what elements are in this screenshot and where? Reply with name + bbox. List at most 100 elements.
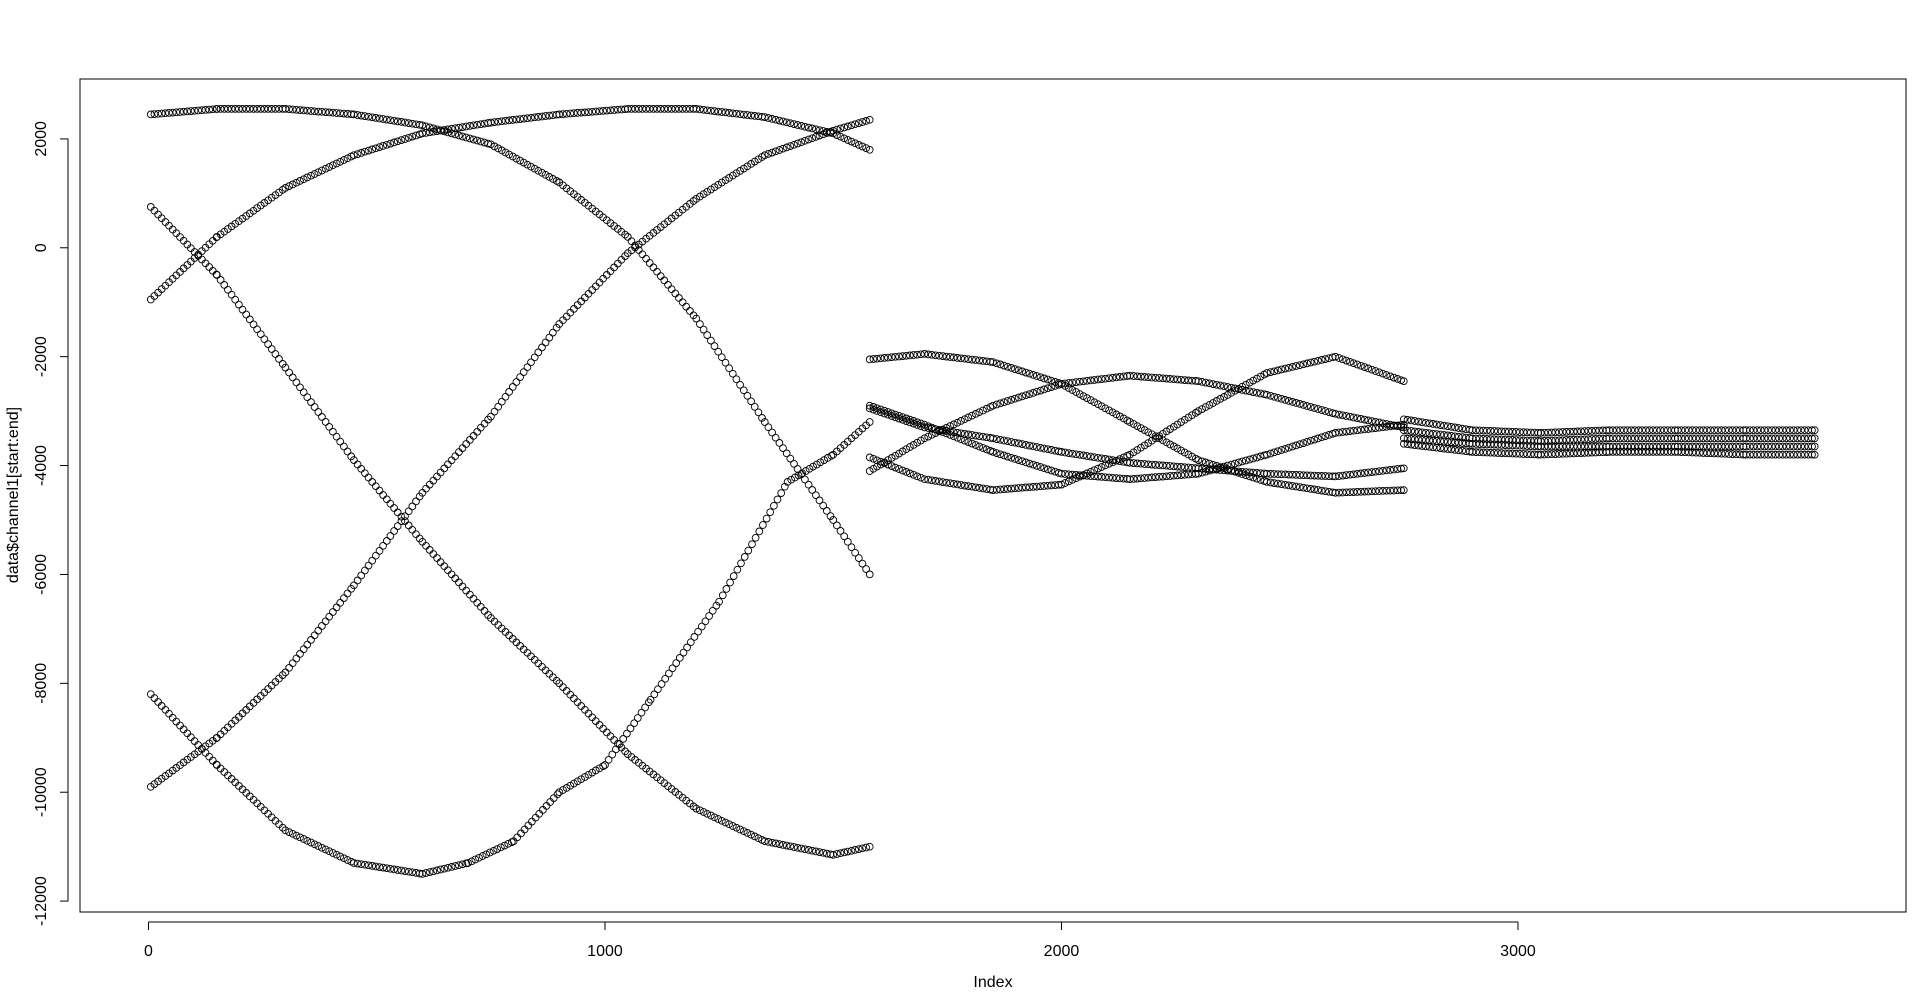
data-point	[1681, 448, 1689, 457]
data-point	[364, 561, 373, 570]
data-point	[1029, 460, 1038, 469]
data-point	[1612, 442, 1621, 451]
data-point	[1173, 375, 1182, 384]
data-point	[1094, 472, 1102, 481]
data-point	[797, 844, 806, 853]
data-point	[1764, 442, 1772, 451]
data-point	[1321, 355, 1330, 363]
data-point	[1349, 470, 1358, 479]
data-point	[819, 501, 828, 510]
data-point	[1032, 482, 1041, 491]
data-point	[1079, 471, 1088, 479]
data-point	[1335, 410, 1343, 419]
data-point	[386, 532, 395, 540]
data-point	[165, 109, 173, 117]
data-point	[615, 740, 624, 748]
data-point	[696, 105, 704, 114]
x-tick-label: 2000	[1044, 943, 1080, 960]
data-point	[473, 120, 482, 129]
data-point	[1454, 424, 1463, 432]
data-point	[1458, 424, 1467, 433]
data-point	[1494, 440, 1502, 449]
data-point	[672, 659, 681, 667]
data-point	[288, 829, 297, 838]
data-point	[1591, 426, 1600, 435]
data-point	[971, 356, 980, 364]
data-point	[497, 397, 506, 406]
data-point	[292, 105, 301, 114]
data-point	[285, 182, 293, 190]
data-point	[1346, 358, 1354, 366]
data-point	[909, 351, 918, 359]
data-point	[1483, 426, 1491, 435]
data-point	[1483, 435, 1491, 443]
data-point	[264, 340, 272, 348]
data-point	[1547, 428, 1556, 437]
data-point	[726, 578, 734, 587]
data-point	[1223, 391, 1232, 399]
data-point	[599, 107, 607, 115]
data-point	[267, 105, 276, 113]
data-point	[621, 252, 629, 260]
data-point	[299, 175, 308, 184]
data-point	[766, 508, 775, 517]
data-point	[1140, 474, 1149, 482]
data-point	[1036, 373, 1045, 382]
data-point	[833, 521, 841, 530]
data-point	[660, 105, 669, 113]
data-point	[710, 813, 719, 822]
data-point	[397, 517, 406, 526]
data-point	[1007, 364, 1016, 372]
data-point	[393, 117, 402, 126]
data-point	[1749, 442, 1758, 451]
data-point	[408, 868, 417, 877]
data-point	[1652, 442, 1661, 451]
y-tick-label: -4000	[33, 445, 50, 486]
data-point	[808, 846, 817, 855]
data-point	[1710, 434, 1719, 443]
data-point	[1180, 470, 1189, 479]
data-point	[1220, 393, 1228, 401]
data-point	[545, 173, 554, 181]
data-point	[1544, 450, 1552, 459]
data-point	[1047, 446, 1056, 454]
data-point	[494, 402, 503, 411]
data-point	[631, 105, 639, 113]
data-point	[1018, 457, 1027, 466]
data-point	[588, 107, 597, 116]
data-point	[1808, 450, 1816, 459]
data-point	[1504, 441, 1513, 450]
data-point	[953, 480, 962, 489]
data-point	[633, 714, 642, 722]
data-point	[1263, 369, 1271, 377]
data-point	[782, 118, 791, 127]
data-point	[1746, 426, 1754, 435]
data-point	[1421, 428, 1430, 437]
data-point	[314, 168, 323, 177]
data-point	[1126, 418, 1134, 426]
data-point	[1797, 450, 1805, 459]
data-point	[1645, 442, 1654, 451]
data-point	[1000, 451, 1008, 460]
data-point	[1270, 479, 1279, 487]
data-point	[678, 105, 687, 113]
data-point	[1274, 393, 1282, 402]
data-point	[1706, 426, 1715, 435]
data-point	[361, 112, 369, 120]
data-point	[739, 827, 748, 836]
data-point	[790, 459, 798, 468]
data-point	[992, 449, 1001, 457]
data-point	[1382, 466, 1391, 475]
data-point	[1742, 442, 1751, 451]
data-point	[1414, 435, 1423, 444]
data-point	[235, 105, 243, 113]
data-point	[1242, 456, 1250, 465]
data-point	[989, 434, 997, 443]
data-point	[812, 125, 820, 134]
data-point	[458, 132, 467, 141]
data-point	[1725, 442, 1733, 451]
data-point	[1732, 434, 1741, 443]
data-point	[895, 352, 903, 361]
data-point	[887, 412, 896, 420]
data-point	[1684, 426, 1693, 435]
